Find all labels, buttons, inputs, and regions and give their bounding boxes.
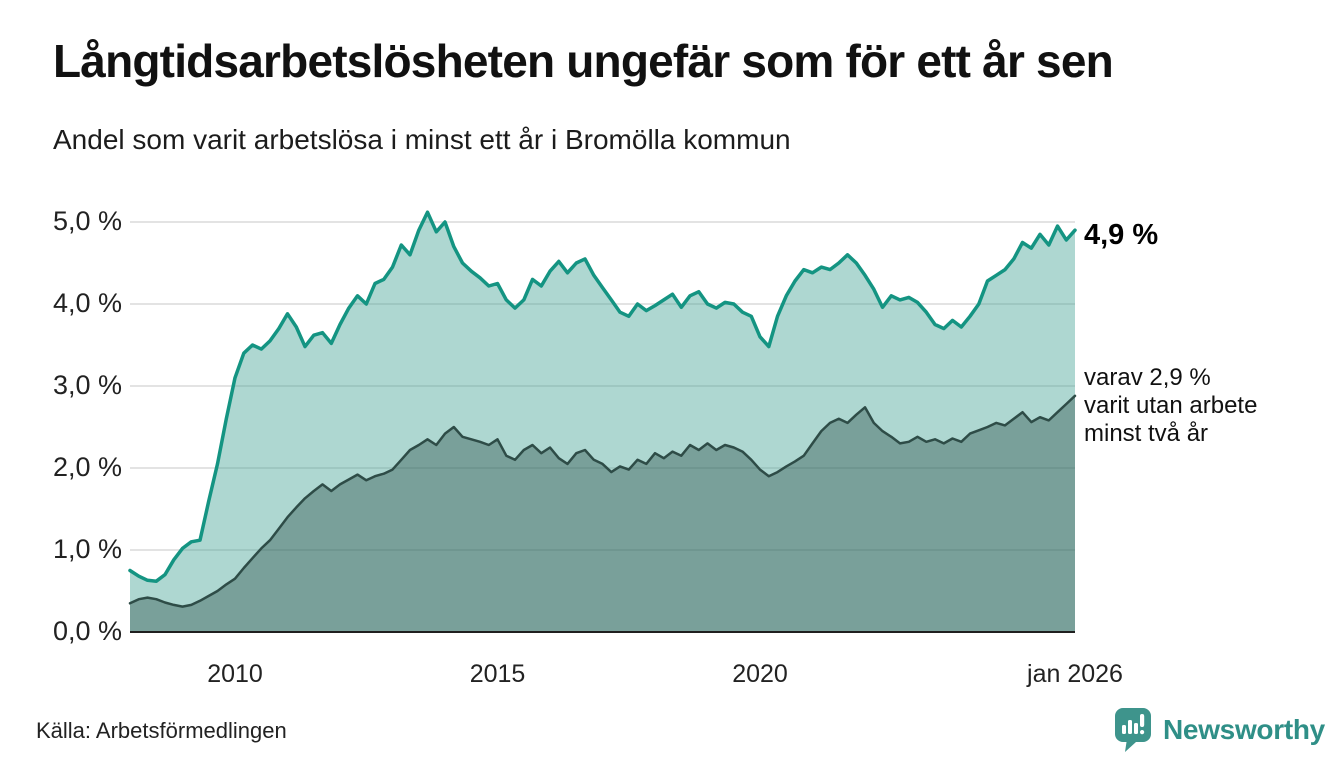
y-tick-label: 2,0 %: [52, 452, 122, 482]
y-tick-label: 3,0 %: [52, 370, 122, 400]
chart-subtitle: Andel som varit arbetslösa i minst ett å…: [53, 124, 791, 155]
y-tick-label: 4,0 %: [52, 288, 122, 318]
line-share-one-year: [128, 210, 1077, 583]
newsworthy-icon: [1115, 708, 1151, 752]
bar-icon: [1134, 723, 1138, 734]
x-tick-label: 2015: [469, 660, 526, 688]
subset-annotation-line: varit utan arbete: [1084, 391, 1258, 419]
latest-value-label: 4,9 %: [1084, 219, 1159, 252]
subset-annotation-line: varav 2,9 %: [1084, 363, 1211, 391]
subset-annotation: varav 2,9 % varit utan arbete minst två …: [1084, 364, 1257, 448]
x-tick-label: 2010: [207, 660, 263, 688]
area-share-two-years: [130, 395, 1075, 632]
y-tick-label: 0,0 %: [52, 616, 122, 646]
line-share-two-years: [128, 394, 1077, 608]
source-caption: Källa: Arbetsförmedlingen: [36, 718, 287, 743]
y-tick-label: 5,0 %: [52, 206, 122, 236]
newsworthy-wordmark: Newsworthy: [1163, 713, 1325, 745]
y-tick-label: 1,0 %: [52, 534, 122, 564]
subset-annotation-line: minst två år: [1084, 419, 1209, 447]
chart-title: Långtidsarbetslösheten ungefär som för e…: [53, 35, 1114, 87]
newsworthy-logo: Newsworthy: [1112, 706, 1325, 753]
x-tick-label: 2020: [732, 660, 788, 688]
bar-icon: [1128, 720, 1132, 734]
exclamation-icon: [1140, 714, 1145, 727]
x-tick-label: jan 2026: [1027, 660, 1123, 688]
bar-icon: [1122, 725, 1126, 734]
area-share-one-year: [130, 212, 1075, 632]
exclamation-dot-icon: [1140, 730, 1145, 735]
